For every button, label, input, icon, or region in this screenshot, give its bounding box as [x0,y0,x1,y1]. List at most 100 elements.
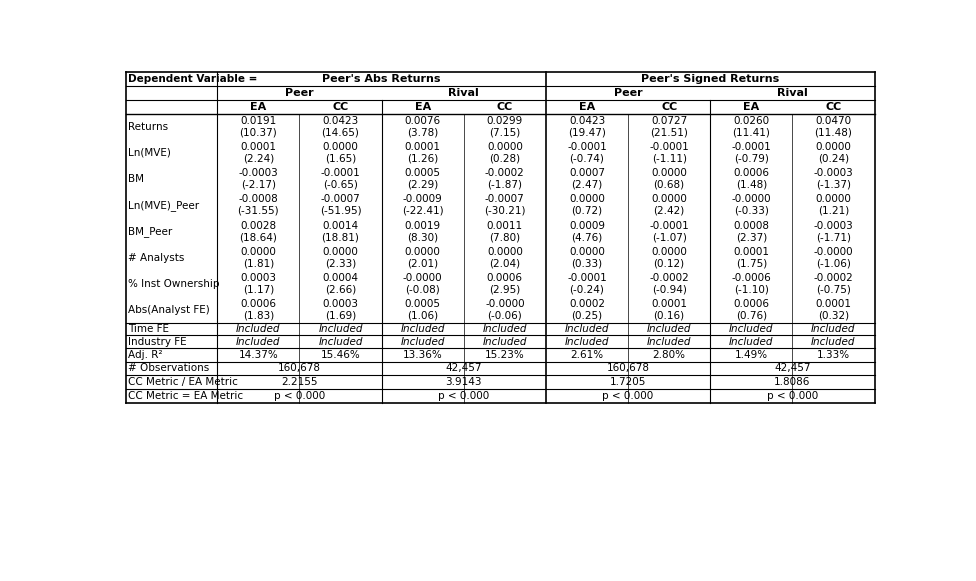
Text: 0.0006: 0.0006 [733,299,769,309]
Text: -0.0003: -0.0003 [238,168,278,178]
Text: 160,678: 160,678 [606,364,650,374]
Text: Returns: Returns [128,121,168,132]
Text: (1.17): (1.17) [243,285,274,295]
Text: 0.0003: 0.0003 [322,299,358,309]
Text: (1.75): (1.75) [736,259,767,268]
Text: -0.0002: -0.0002 [649,273,689,283]
Text: Peer: Peer [614,88,642,98]
Text: (2.01): (2.01) [407,259,438,268]
Text: 0.0008: 0.0008 [733,221,769,231]
Text: 0.0001: 0.0001 [733,247,769,257]
Text: Included: Included [565,336,609,346]
Text: CC: CC [661,102,677,112]
Text: (0.25): (0.25) [571,311,602,321]
Text: 1.8086: 1.8086 [774,377,810,388]
Text: (18.64): (18.64) [239,232,277,242]
Text: 0.0005: 0.0005 [405,299,441,309]
Text: Included: Included [482,324,527,334]
Text: 0.0006: 0.0006 [487,273,523,283]
Text: 0.0727: 0.0727 [651,116,687,126]
Text: 0.0011: 0.0011 [487,221,523,231]
Text: 0.0019: 0.0019 [405,221,441,231]
Text: (-0.33): (-0.33) [734,206,769,216]
Text: Included: Included [400,324,445,334]
Text: (2.42): (2.42) [654,206,685,216]
Text: (0.68): (0.68) [654,180,685,190]
Text: -0.0009: -0.0009 [403,195,442,205]
Text: (-22.41): (-22.41) [402,206,443,216]
Text: 0.0001: 0.0001 [405,142,441,152]
Text: 0.0000: 0.0000 [323,247,358,257]
Text: p < 0.000: p < 0.000 [274,391,325,401]
Text: 1.49%: 1.49% [735,350,768,360]
Text: 0.0000: 0.0000 [569,195,605,205]
Text: -0.0001: -0.0001 [321,168,360,178]
Text: (-0.74): (-0.74) [570,153,604,164]
Text: Rival: Rival [448,88,479,98]
Text: (1.69): (1.69) [325,311,356,321]
Text: (0.76): (0.76) [736,311,767,321]
Text: (0.12): (0.12) [654,259,685,268]
Text: (-0.94): (-0.94) [652,285,686,295]
Text: (-1.10): (-1.10) [734,285,769,295]
Text: (2.04): (2.04) [489,259,520,268]
Text: Dependent Variable =: Dependent Variable = [128,74,258,84]
Text: 0.0423: 0.0423 [569,116,605,126]
Text: 0.0001: 0.0001 [651,299,687,309]
Text: 0.0001: 0.0001 [816,299,851,309]
Text: CC Metric / EA Metric: CC Metric / EA Metric [128,377,238,388]
Text: 0.0000: 0.0000 [487,247,523,257]
Text: (7.80): (7.80) [489,232,520,242]
Text: Included: Included [647,324,691,334]
Text: 0.0004: 0.0004 [322,273,358,283]
Text: 3.9143: 3.9143 [445,377,482,388]
Text: (-51.95): (-51.95) [320,206,361,216]
Text: 0.0000: 0.0000 [651,195,687,205]
Text: (1.65): (1.65) [325,153,356,164]
Text: (14.65): (14.65) [322,127,359,138]
Text: % Inst Ownership: % Inst Ownership [128,279,220,289]
Text: Abs(Analyst FE): Abs(Analyst FE) [128,305,210,315]
Text: (2.24): (2.24) [243,153,274,164]
Text: (8.30): (8.30) [407,232,438,242]
Text: (10.37): (10.37) [239,127,277,138]
Text: 14.37%: 14.37% [238,350,278,360]
Text: Included: Included [482,336,527,346]
Text: CC: CC [497,102,513,112]
Text: 15.46%: 15.46% [321,350,360,360]
Text: Included: Included [565,324,609,334]
Text: EA: EA [579,102,595,112]
Text: 0.0000: 0.0000 [651,168,687,178]
Text: -0.0001: -0.0001 [649,221,689,231]
Text: Peer's Abs Returns: Peer's Abs Returns [322,74,441,84]
Text: -0.0000: -0.0000 [814,247,853,257]
Text: (-0.79): (-0.79) [734,153,769,164]
Text: 0.0009: 0.0009 [569,221,605,231]
Text: (18.81): (18.81) [322,232,359,242]
Text: 13.36%: 13.36% [403,350,442,360]
Text: (2.29): (2.29) [407,180,438,190]
Text: p < 0.000: p < 0.000 [767,391,818,401]
Text: (7.15): (7.15) [489,127,520,138]
Text: (-2.17): (-2.17) [241,180,276,190]
Text: 42,457: 42,457 [445,364,482,374]
Text: (-0.08): (-0.08) [405,285,440,295]
Text: (2.66): (2.66) [325,285,356,295]
Text: Peer's Signed Returns: Peer's Signed Returns [641,74,780,84]
Text: Included: Included [318,324,363,334]
Text: # Analysts: # Analysts [128,253,184,263]
Text: EA: EA [743,102,759,112]
Text: Adj. R²: Adj. R² [128,350,163,360]
Text: -0.0000: -0.0000 [403,273,442,283]
Text: Included: Included [400,336,445,346]
Text: 0.0423: 0.0423 [322,116,358,126]
Text: (-0.24): (-0.24) [570,285,604,295]
Text: 42,457: 42,457 [774,364,811,374]
Text: -0.0000: -0.0000 [485,299,525,309]
Text: 0.0076: 0.0076 [405,116,441,126]
Text: Industry FE: Industry FE [128,336,186,346]
Text: 0.0005: 0.0005 [405,168,441,178]
Text: -0.0001: -0.0001 [567,273,607,283]
Text: EA: EA [415,102,430,112]
Text: (21.51): (21.51) [650,127,688,138]
